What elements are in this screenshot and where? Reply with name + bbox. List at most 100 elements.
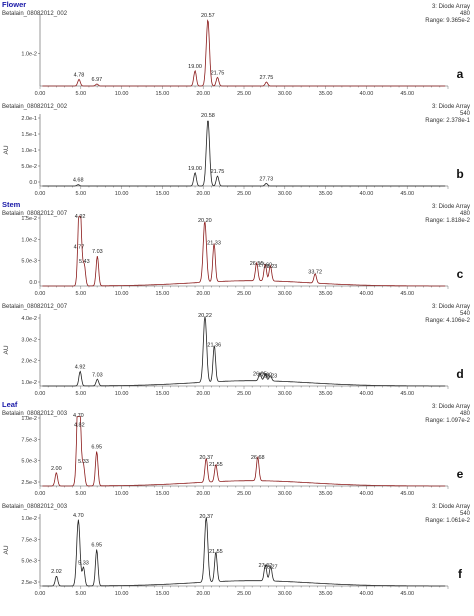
chart-panel-a: Flower Betalain_08082012_002 3: Diode Arra… (2, 0, 471, 97)
range-label: Range: 4.106e-2 (425, 318, 470, 324)
x-tick-label: 20.00 (196, 591, 210, 597)
peak-label: 26.55 (250, 261, 264, 267)
peak-label: 28.27 (264, 564, 278, 570)
panel-letter: b (456, 167, 463, 181)
x-tick-label: 25.00 (237, 291, 251, 297)
peak-label: 26.68 (251, 455, 265, 461)
y-tick-label: 0.0 (29, 280, 37, 286)
panel-letter: f (458, 567, 463, 581)
x-tick-label: 0.00 (35, 191, 46, 197)
y-tick-label: 7.5e-3 (21, 537, 37, 543)
wavelength-label: 540 (460, 511, 471, 517)
y-axis-label: AU (3, 345, 10, 354)
peak-label: 28.23 (263, 264, 277, 270)
wavelength-label: 540 (460, 311, 471, 317)
sample-name: Betalain_08082012_007 (2, 211, 68, 217)
y-tick-label: 5.0e-3 (21, 459, 37, 465)
peak-label: 21.75 (211, 169, 225, 175)
x-tick-label: 20.00 (196, 291, 210, 297)
chart-panel-b: Betalain_08082012_002 3: Diode Array540Ra… (2, 104, 471, 197)
detector-label: 3: Diode Array (432, 4, 470, 10)
y-axis-label: AU (3, 545, 10, 554)
y-tick-label: 1.5e-1 (21, 132, 37, 138)
peak-label: 4.70 (73, 513, 84, 519)
y-tick-label: 1.0e-2 (21, 516, 37, 522)
y-tick-label: 2.5e-3 (21, 580, 37, 586)
peak-label: 21.36 (207, 343, 221, 349)
x-tick-label: 45.00 (400, 491, 414, 497)
chromatogram-trace (42, 416, 446, 487)
peak-label: 4.68 (73, 178, 84, 184)
range-label: Range: 2.378e-1 (425, 118, 470, 124)
y-tick-label: 1.0e-2 (21, 380, 37, 386)
x-tick-label: 10.00 (115, 191, 129, 197)
peak-label: 21.75 (211, 70, 225, 76)
x-tick-label: 15.00 (156, 491, 170, 497)
x-tick-label: 30.00 (278, 91, 292, 97)
chromatogram-trace (42, 120, 446, 187)
wavelength-label: 480 (460, 11, 471, 17)
peak-label: 27.73 (259, 176, 273, 182)
x-tick-label: 40.00 (360, 291, 374, 297)
x-tick-label: 35.00 (319, 391, 333, 397)
x-tick-label: 45.00 (400, 391, 414, 397)
detector-label: 3: Diode Array (432, 204, 470, 210)
x-tick-label: 40.00 (360, 391, 374, 397)
x-tick-label: 5.00 (75, 191, 86, 197)
x-tick-label: 45.00 (400, 191, 414, 197)
y-tick-label: 1.0e-2 (21, 52, 37, 58)
x-tick-label: 30.00 (278, 191, 292, 197)
detector-label: 3: Diode Array (432, 504, 470, 510)
peak-label: 27.60 (258, 372, 272, 378)
y-tick-label: 5.0e-3 (21, 259, 37, 265)
peak-label: 7.03 (92, 372, 103, 378)
y-tick-label: 1.0e-2 (21, 416, 37, 422)
peak-label: 27.75 (260, 75, 274, 81)
peak-label: 26.95 (253, 372, 267, 378)
peak-label: 27.60 (258, 262, 272, 268)
panel-letter: c (457, 267, 464, 281)
peak-label: 5.33 (78, 459, 89, 465)
chromatogram-trace (42, 216, 446, 287)
x-tick-label: 35.00 (319, 291, 333, 297)
x-tick-label: 25.00 (237, 591, 251, 597)
x-tick-label: 5.00 (75, 291, 86, 297)
peak-label: 4.82 (74, 423, 85, 429)
panel-letter: a (457, 67, 464, 81)
x-tick-label: 45.00 (400, 591, 414, 597)
x-tick-label: 20.00 (196, 191, 210, 197)
x-tick-label: 20.00 (196, 491, 210, 497)
peak-label: 5.33 (78, 560, 89, 566)
detector-label: 3: Diode Array (432, 304, 470, 310)
x-tick-label: 25.00 (237, 191, 251, 197)
x-tick-label: 15.00 (156, 191, 170, 197)
x-tick-label: 20.00 (196, 391, 210, 397)
x-tick-label: 0.00 (35, 591, 46, 597)
x-tick-label: 5.00 (75, 591, 86, 597)
x-tick-label: 0.00 (35, 391, 46, 397)
x-tick-label: 0.00 (35, 291, 46, 297)
y-tick-label: 7.5e-3 (21, 437, 37, 443)
wavelength-label: 480 (460, 411, 471, 417)
panel-letter: e (457, 467, 464, 481)
wavelength-label: 480 (460, 211, 471, 217)
peak-label: 2.02 (51, 569, 62, 575)
y-tick-label: 3.0e-2 (21, 337, 37, 343)
panel-letter: d (456, 367, 463, 381)
y-tick-label: 1.0e-2 (21, 237, 37, 243)
y-tick-label: 0.0 (29, 180, 37, 186)
sample-name: Betalain_08082012_003 (2, 504, 68, 510)
y-tick-label: 5.0e-3 (21, 559, 37, 565)
peak-label: 19.00 (188, 64, 202, 70)
peak-label: 4.77 (74, 245, 85, 251)
x-tick-label: 10.00 (115, 591, 129, 597)
section-label: Stem (2, 200, 21, 209)
x-tick-label: 25.00 (237, 391, 251, 397)
y-axis-label: AU (3, 145, 10, 154)
range-label: Range: 9.365e-2 (425, 18, 470, 24)
peak-label: 21.55 (209, 462, 223, 468)
y-tick-label: 2.0e-1 (21, 116, 37, 122)
detector-label: 3: Diode Array (432, 104, 470, 110)
